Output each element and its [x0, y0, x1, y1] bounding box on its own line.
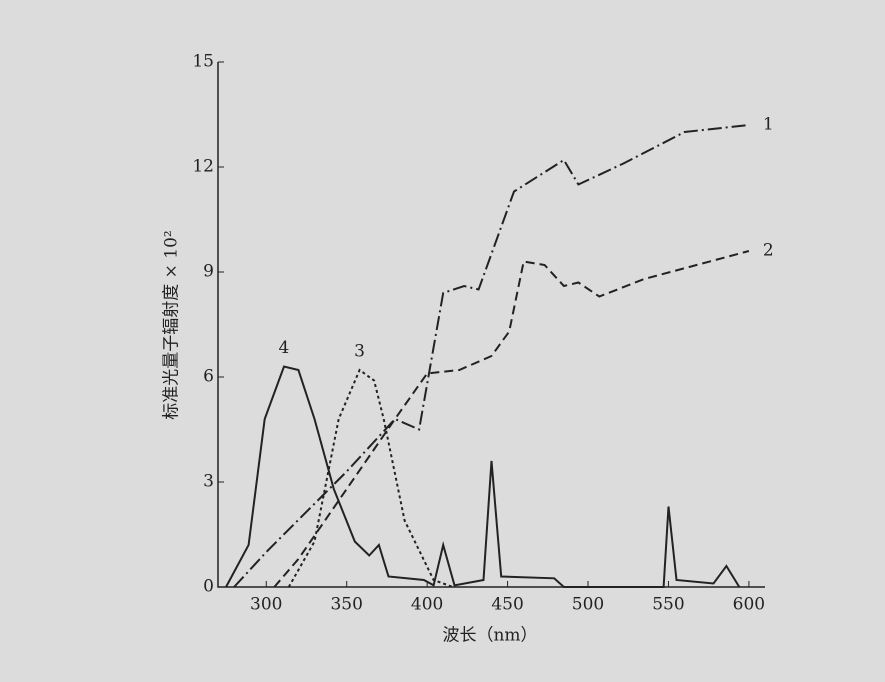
- series-label: 4: [279, 338, 290, 358]
- y-axis-label: 标准光量子辐射度 × 10²: [162, 230, 182, 420]
- x-tick-label: 400: [411, 595, 443, 615]
- x-axis-label: 波长（nm）: [442, 626, 537, 646]
- y-tick-label: 9: [203, 262, 214, 282]
- series-label: 1: [763, 115, 774, 135]
- y-tick-label: 3: [203, 472, 214, 492]
- x-tick-label: 300: [250, 595, 282, 615]
- axes: [217, 62, 765, 588]
- y-tick-label: 15: [192, 52, 214, 72]
- series-line: [233, 124, 750, 588]
- series-label: 3: [354, 342, 365, 362]
- y-tick-label: 0: [203, 577, 214, 597]
- x-tick-label: 500: [572, 595, 604, 615]
- y-tick-label: 12: [192, 157, 214, 177]
- x-tick-label: 350: [330, 595, 362, 615]
- series-line: [225, 365, 741, 588]
- series-label: 2: [763, 241, 774, 261]
- series-line: [273, 250, 750, 588]
- y-tick-label: 6: [203, 367, 214, 387]
- x-tick-label: 550: [652, 595, 684, 615]
- x-tick-label: 600: [733, 595, 765, 615]
- x-tick-label: 450: [491, 595, 523, 615]
- series-line: [287, 368, 454, 588]
